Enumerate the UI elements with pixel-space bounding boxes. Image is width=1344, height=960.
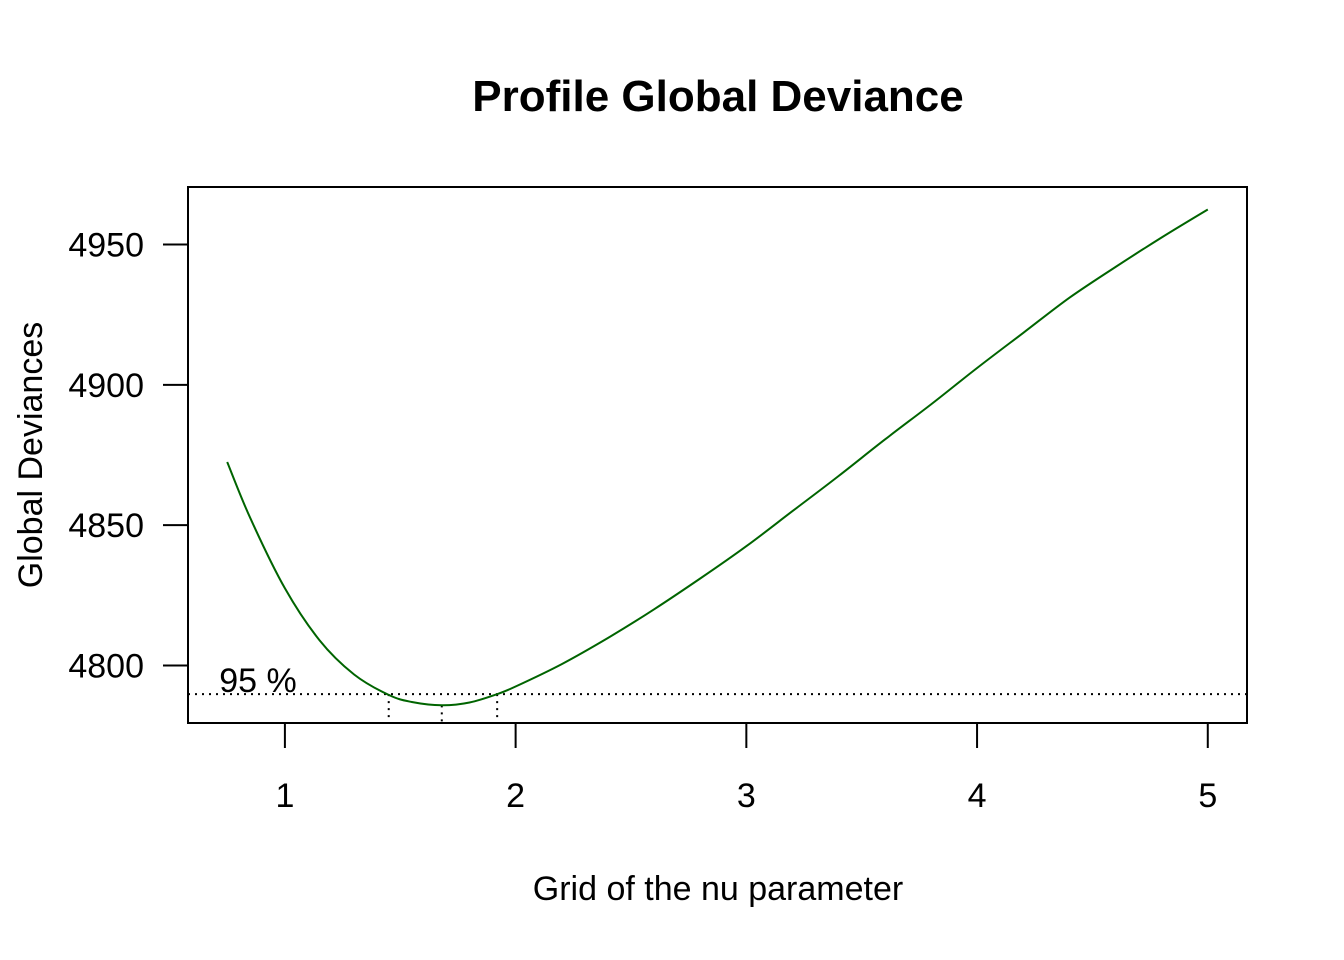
- chart-title: Profile Global Deviance: [472, 72, 964, 121]
- y-axis-label: Global Deviances: [12, 322, 50, 588]
- y-axis: 4800 4850 4900 4950: [68, 227, 189, 685]
- x-tick-label: 5: [1198, 777, 1217, 815]
- reference-lines: [188, 693, 1247, 723]
- x-tick-label: 1: [275, 777, 294, 815]
- y-tick-label: 4950: [68, 227, 144, 265]
- ci-level-annotation: 95 %: [219, 662, 297, 700]
- x-axis-label: Grid of the nu parameter: [533, 870, 903, 908]
- plot-box: [187, 186, 1248, 724]
- x-tick-label: 4: [968, 777, 987, 815]
- x-axis: 1 2 3 4 5: [275, 722, 1217, 815]
- y-tick-label: 4900: [68, 367, 144, 405]
- series-line-deviance: [226, 208, 1209, 707]
- x-tick-label: 2: [506, 777, 525, 815]
- y-tick-label: 4850: [68, 507, 144, 545]
- y-tick-label: 4800: [68, 647, 144, 685]
- x-tick-label: 3: [737, 777, 756, 815]
